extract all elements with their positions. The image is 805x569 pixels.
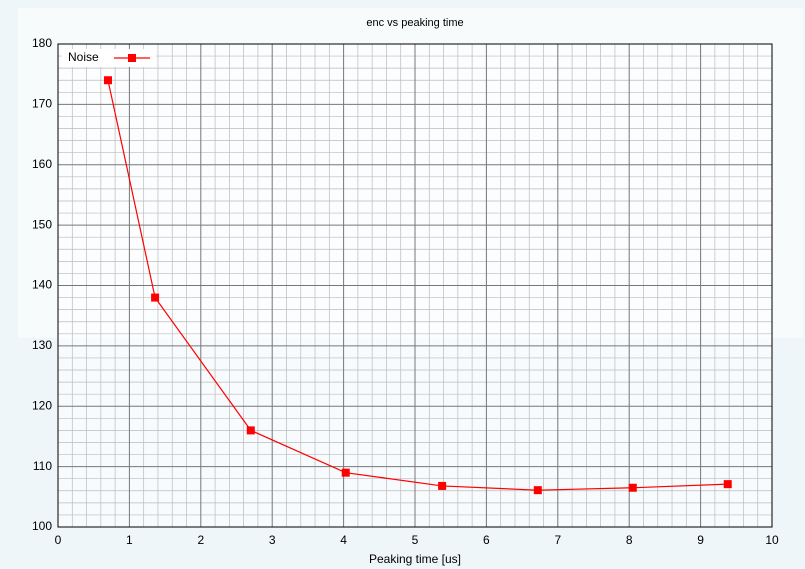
y-tick-label: 150: [32, 217, 52, 231]
marker: [341, 468, 350, 477]
x-tick-label: 8: [626, 533, 633, 547]
y-tick-label: 130: [32, 338, 52, 352]
y-tick-label: 170: [32, 97, 52, 111]
legend-label: Noise: [68, 50, 99, 64]
x-tick-label: 4: [340, 533, 347, 547]
marker: [246, 426, 255, 435]
marker: [151, 293, 160, 302]
axes-frame: [57, 43, 773, 528]
x-tick-label: 7: [554, 533, 561, 547]
marker: [438, 481, 447, 490]
x-tick-label: 3: [269, 533, 276, 547]
marker: [723, 480, 732, 489]
x-tick-label: 10: [765, 533, 779, 547]
y-tick-label: 100: [32, 519, 52, 533]
x-tick-label: 6: [483, 533, 490, 547]
chart-title: enc vs peaking time: [366, 17, 463, 29]
marker: [628, 483, 637, 492]
series-line: [107, 80, 728, 491]
x-tick-label: 2: [197, 533, 204, 547]
y-tick-label: 160: [32, 157, 52, 171]
x-tick-label: 1: [126, 533, 133, 547]
marker: [103, 76, 112, 85]
x-tick-label: 5: [412, 533, 419, 547]
legend-marker: [128, 54, 136, 62]
y-tick-label: 180: [32, 36, 52, 50]
y-tick-label: 110: [33, 459, 52, 473]
x-tick-label: 0: [55, 533, 62, 547]
marker: [533, 486, 542, 495]
legend-box: [62, 49, 156, 67]
y-tick-label: 120: [32, 398, 52, 412]
x-axis-label: Peaking time [us]: [369, 552, 461, 566]
x-tick-label: 9: [697, 533, 704, 547]
y-tick-label: 140: [32, 278, 52, 292]
